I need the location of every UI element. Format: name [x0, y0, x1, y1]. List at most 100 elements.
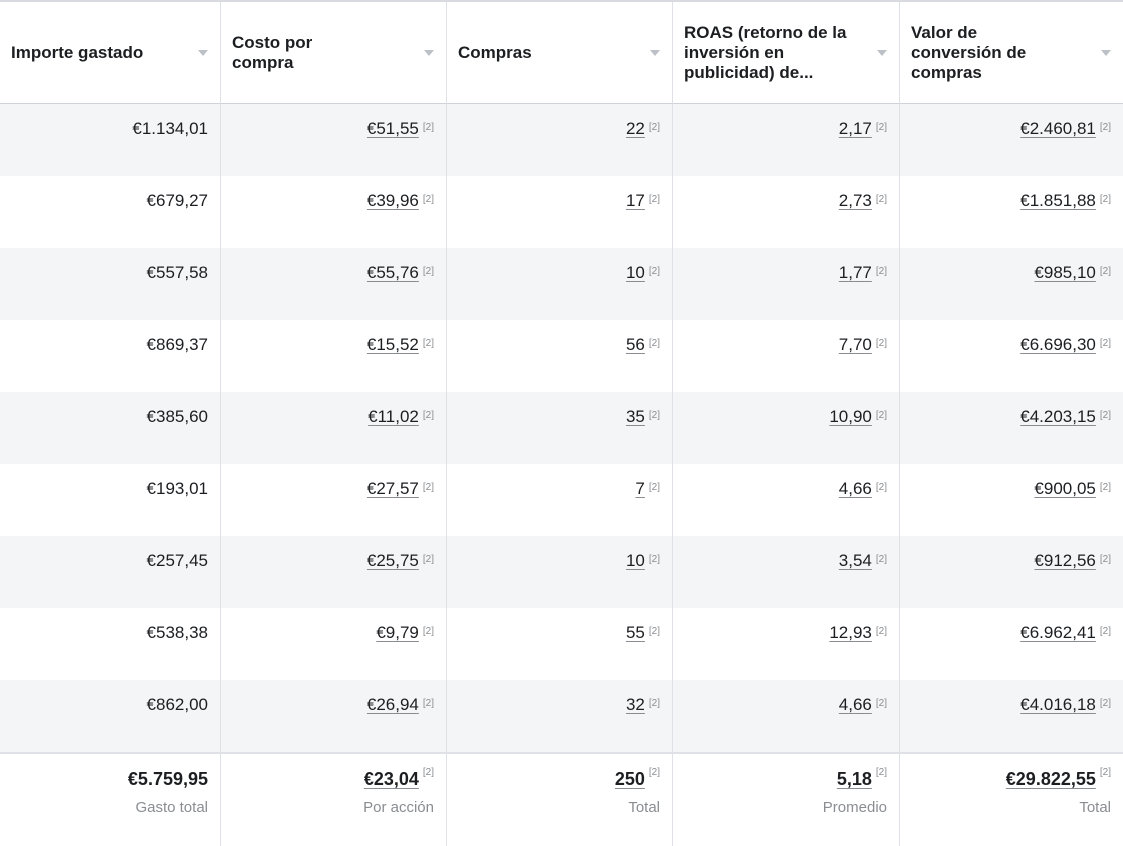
totals-cell-roas[interactable]: 5,18 [2] Promedio — [673, 752, 900, 846]
totals-cell-cost-per-purchase[interactable]: €23,04 [2] Por acción — [221, 752, 447, 846]
sort-caret-icon[interactable] — [424, 49, 434, 56]
cell-purchases[interactable]: 35 [2] — [447, 392, 673, 464]
total-value: €5.759,95 — [127, 769, 208, 789]
cell-purchases[interactable]: 32 [2] — [447, 680, 673, 752]
total-value-link[interactable]: €29.822,55 — [1005, 769, 1096, 789]
totals-cell-conversion-value[interactable]: €29.822,55 [2] Total — [900, 752, 1123, 846]
column-header-compras[interactable]: Compras — [447, 2, 673, 104]
cell-conversion-value[interactable]: €985,10 [2] — [900, 248, 1123, 320]
roas-link[interactable]: 12,93 — [829, 623, 872, 642]
roas-link[interactable]: 1,77 — [838, 263, 872, 282]
conversion-value-link[interactable]: €6.962,41 — [1020, 623, 1096, 642]
total-label: Por acción — [363, 799, 434, 816]
column-header-label: ROAS (retorno de la inversión en publici… — [684, 22, 847, 82]
cell-cost-per-purchase[interactable]: €25,75 [2] — [221, 536, 447, 608]
roas-link[interactable]: 4,66 — [838, 479, 872, 498]
cost-per-purchase-link[interactable]: €27,57 — [366, 479, 419, 498]
roas-link[interactable]: 2,73 — [838, 191, 872, 210]
roas-link[interactable]: 2,17 — [838, 119, 872, 138]
purchases-link[interactable]: 7 — [635, 479, 645, 498]
cell-cost-per-purchase[interactable]: €27,57 [2] — [221, 464, 447, 536]
cell-purchases[interactable]: 22 [2] — [447, 104, 673, 176]
cell-cost-per-purchase[interactable]: €26,94 [2] — [221, 680, 447, 752]
purchases-link[interactable]: 10 — [625, 551, 645, 570]
totals-cell-purchases[interactable]: 250 [2] Total — [447, 752, 673, 846]
cell-cost-per-purchase[interactable]: €51,55 [2] — [221, 104, 447, 176]
cell-purchases[interactable]: 10 [2] — [447, 248, 673, 320]
roas-link[interactable]: 10,90 — [829, 407, 872, 426]
conversion-value-link[interactable]: €4.016,18 — [1020, 695, 1096, 714]
cell-conversion-value[interactable]: €2.460,81 [2] — [900, 104, 1123, 176]
cell-conversion-value[interactable]: €4.016,18 [2] — [900, 680, 1123, 752]
cell-roas[interactable]: 10,90 [2] — [673, 392, 900, 464]
total-value-link[interactable]: 250 — [614, 769, 645, 789]
cell-conversion-value[interactable]: €6.962,41 [2] — [900, 608, 1123, 680]
cell-purchases[interactable]: 7 [2] — [447, 464, 673, 536]
cost-per-purchase-link[interactable]: €9,79 — [376, 623, 419, 642]
cell-conversion-value[interactable]: €4.203,15 [2] — [900, 392, 1123, 464]
conversion-value-link[interactable]: €6.696,30 — [1020, 335, 1096, 354]
cell-conversion-value[interactable]: €1.851,88 [2] — [900, 176, 1123, 248]
conversion-value-link[interactable]: €900,05 — [1034, 479, 1096, 498]
purchases-link[interactable]: 22 — [625, 119, 645, 138]
column-header-valor-conversion[interactable]: Valor de conversión de compras — [900, 2, 1123, 104]
conversion-value-link[interactable]: €1.851,88 — [1020, 191, 1096, 210]
cell-roas[interactable]: 4,66 [2] — [673, 680, 900, 752]
cost-per-purchase-link[interactable]: €55,76 — [366, 263, 419, 282]
column-header-importe-gastado[interactable]: Importe gastado — [0, 2, 221, 104]
sort-caret-icon[interactable] — [198, 49, 208, 56]
cell-conversion-value[interactable]: €900,05 [2] — [900, 464, 1123, 536]
footnote-marker: [2] — [648, 410, 660, 421]
cell-roas[interactable]: 12,93 [2] — [673, 608, 900, 680]
purchases-link[interactable]: 10 — [625, 263, 645, 282]
column-header-costo-por-compra[interactable]: Costo por compra — [221, 2, 447, 104]
cell-cost-per-purchase[interactable]: €55,76 [2] — [221, 248, 447, 320]
purchases-link[interactable]: 35 — [625, 407, 645, 426]
sort-caret-icon[interactable] — [877, 49, 887, 56]
cell-purchases[interactable]: 17 [2] — [447, 176, 673, 248]
roas-link[interactable]: 4,66 — [838, 695, 872, 714]
sort-caret-icon[interactable] — [1101, 49, 1111, 56]
cost-per-purchase-link[interactable]: €25,75 — [366, 551, 419, 570]
total-value-link[interactable]: 5,18 — [836, 769, 872, 789]
cell-purchases[interactable]: 56 [2] — [447, 320, 673, 392]
footnote-marker: [2] — [648, 482, 660, 493]
cost-per-purchase-link[interactable]: €51,55 — [366, 119, 419, 138]
spent-value: €385,60 — [146, 407, 208, 426]
cell-cost-per-purchase[interactable]: €15,52 [2] — [221, 320, 447, 392]
cell-purchases[interactable]: 10 [2] — [447, 536, 673, 608]
cost-per-purchase-link[interactable]: €26,94 — [366, 695, 419, 714]
purchases-link[interactable]: 17 — [625, 191, 645, 210]
cell-cost-per-purchase[interactable]: €39,96 [2] — [221, 176, 447, 248]
total-value-link[interactable]: €23,04 — [363, 769, 419, 789]
cell-conversion-value[interactable]: €912,56 [2] — [900, 536, 1123, 608]
cell-cost-per-purchase[interactable]: €9,79 [2] — [221, 608, 447, 680]
cell-roas[interactable]: 1,77 [2] — [673, 248, 900, 320]
conversion-value-link[interactable]: €4.203,15 — [1020, 407, 1096, 426]
conversion-value-link[interactable]: €985,10 — [1034, 263, 1096, 282]
sort-caret-icon[interactable] — [650, 49, 660, 56]
cell-roas[interactable]: 3,54 [2] — [673, 536, 900, 608]
cell-conversion-value[interactable]: €6.696,30 [2] — [900, 320, 1123, 392]
column-header-roas[interactable]: ROAS (retorno de la inversión en publici… — [673, 2, 900, 104]
roas-link[interactable]: 3,54 — [838, 551, 872, 570]
purchases-link[interactable]: 56 — [625, 335, 645, 354]
conversion-value-link[interactable]: €912,56 — [1034, 551, 1096, 570]
purchases-link[interactable]: 32 — [625, 695, 645, 714]
cell-roas[interactable]: 2,73 [2] — [673, 176, 900, 248]
footnote-marker: [2] — [422, 626, 434, 637]
roas-link[interactable]: 7,70 — [838, 335, 872, 354]
cell-roas[interactable]: 2,17 [2] — [673, 104, 900, 176]
cell-cost-per-purchase[interactable]: €11,02 [2] — [221, 392, 447, 464]
cost-per-purchase-link[interactable]: €11,02 — [368, 407, 419, 426]
purchases-link[interactable]: 55 — [625, 623, 645, 642]
cell-roas[interactable]: 7,70 [2] — [673, 320, 900, 392]
cost-per-purchase-link[interactable]: €15,52 — [366, 335, 419, 354]
cell-purchases[interactable]: 55 [2] — [447, 608, 673, 680]
footnote-marker: [2] — [648, 122, 660, 133]
spent-value: €1.134,01 — [132, 119, 208, 138]
conversion-value-link[interactable]: €2.460,81 — [1020, 119, 1096, 138]
cost-per-purchase-link[interactable]: €39,96 — [366, 191, 419, 210]
cell-roas[interactable]: 4,66 [2] — [673, 464, 900, 536]
